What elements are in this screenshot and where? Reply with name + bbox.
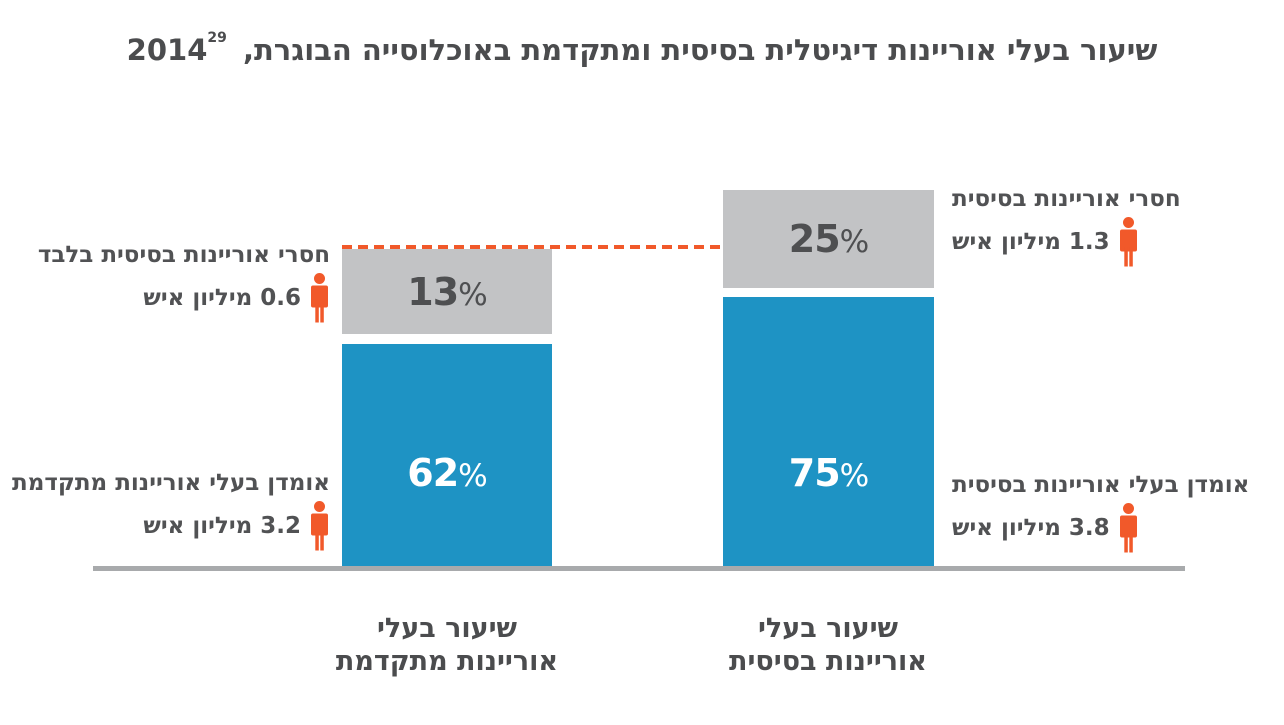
right-blue-percent-value: 75 [788, 451, 841, 495]
annotation-left-bottom-text: אומדן בעלי אוריינות מתקדמת [12, 470, 330, 496]
annotation-left-top-count: 0.6 מיליון איש [143, 285, 301, 311]
left-bar-blue-segment [342, 344, 552, 566]
left-blue-percent-label: 62% [342, 454, 552, 495]
annotation-right-bottom: אומדן בעלי אוריינות בסיסית 3.8 מיליון אי… [952, 470, 1284, 554]
left-gray-percent-value: 13 [407, 270, 459, 314]
right-blue-percent-label: 75% [723, 454, 934, 495]
baseline-axis [93, 566, 1185, 571]
right-category-line2: אוריינות בסיסית [729, 646, 927, 677]
left-category-line1: שיעור בעלי [376, 613, 518, 644]
left-bar-gray-segment [342, 249, 552, 334]
dashed-connector-line [342, 245, 723, 249]
right-gray-percent-label: 25% [723, 220, 934, 261]
left-blue-percent-value: 62 [407, 451, 459, 495]
footnote-marker: 29 [207, 30, 227, 46]
annotation-right-top-text: חסרי אוריינות בסיסית [952, 186, 1181, 212]
person-icon [309, 273, 330, 323]
percent-sign: % [839, 224, 870, 260]
right-bar-category-label: שיעור בעלי אוריינות בסיסית [673, 612, 983, 678]
person-icon [1118, 217, 1139, 267]
annotation-right-top: חסרי אוריינות בסיסית 1.3 מיליון איש [952, 184, 1282, 268]
right-category-line1: שיעור בעלי [757, 613, 899, 644]
person-icon [1118, 503, 1139, 553]
left-category-line2: אוריינות מתקדמת [335, 646, 559, 677]
right-gray-percent-value: 25 [788, 217, 841, 261]
percent-sign: % [839, 458, 870, 494]
annotation-left-bottom: אומדן בעלי אוריינות מתקדמת 3.2 מיליון אי… [12, 468, 330, 552]
annotation-right-bottom-text: אומדן בעלי אוריינות בסיסית [952, 472, 1250, 498]
percent-sign: % [458, 277, 488, 313]
right-bar-blue-segment [723, 297, 934, 566]
left-gray-percent-label: 13% [342, 273, 552, 314]
annotation-left-bottom-count: 3.2 מיליון איש [143, 513, 301, 539]
annotation-left-top-text: חסרי אוריינות בסיסית בלבד [37, 242, 330, 268]
chart-title: שיעור בעלי אוריינות דיגיטלית בסיסית ומתק… [0, 30, 1284, 67]
annotation-right-bottom-count: 3.8 מיליון איש [952, 515, 1110, 541]
annotation-left-top: חסרי אוריינות בסיסית בלבד 0.6 מיליון איש [18, 240, 330, 324]
left-bar-category-label: שיעור בעלי אוריינות מתקדמת [292, 612, 602, 678]
annotation-right-top-count: 1.3 מיליון איש [952, 229, 1110, 255]
person-icon [309, 501, 330, 551]
chart-title-text: שיעור בעלי אוריינות דיגיטלית בסיסית ומתק… [126, 33, 1158, 67]
right-bar-gray-segment [723, 190, 934, 288]
percent-sign: % [458, 458, 488, 494]
